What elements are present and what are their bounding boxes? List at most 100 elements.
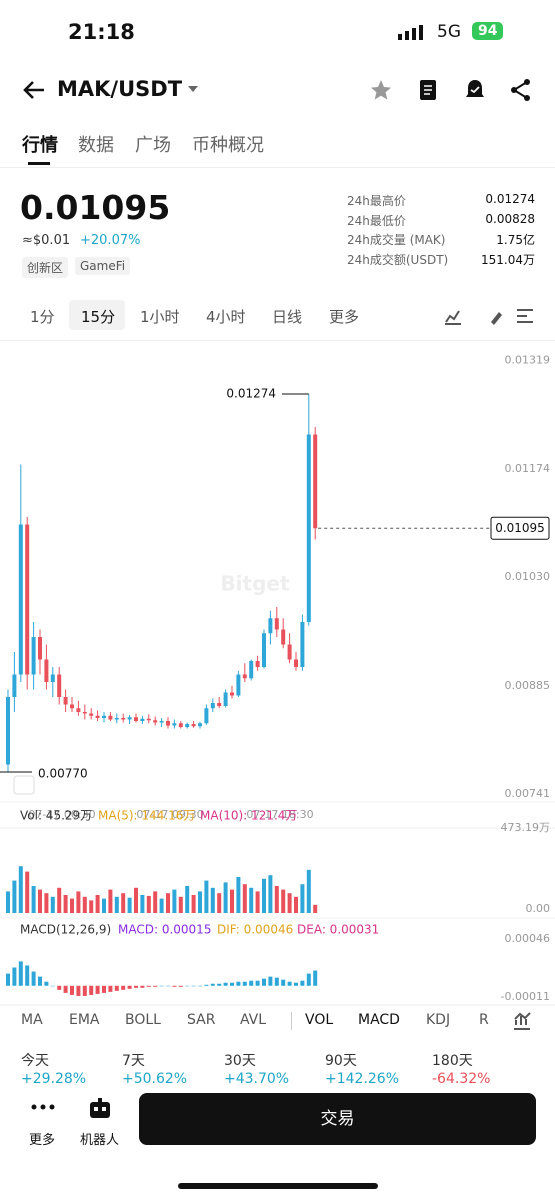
dropdown-icon[interactable] [187,85,199,93]
favorite-icon[interactable] [370,79,392,101]
macd-bar [306,973,311,986]
macd-bar [172,985,177,987]
tab[interactable]: 币种概况 [192,135,264,156]
x-tick-label: 07-17 09:30 [136,808,203,821]
macd-bar [178,985,183,987]
alert-icon[interactable] [463,78,487,102]
volume-bar [306,869,311,913]
robot-icon[interactable] [88,1098,112,1120]
battery: 94 [472,22,504,40]
volume-bar [6,891,10,913]
back-button[interactable] [22,78,46,102]
candle-body [12,674,17,697]
share-icon[interactable] [509,78,533,102]
macd-bar [166,985,170,987]
candle-body [294,659,298,667]
interval[interactable]: 更多 [329,308,360,326]
candle-body [63,697,68,705]
interval[interactable]: 4小时 [206,308,246,326]
macd-bar [185,985,190,987]
macd-legend: DIF: 0.00046 [217,923,293,937]
macd-bar [25,965,30,986]
volume-bar [287,893,292,913]
candle-body [230,692,234,696]
indicator-tab[interactable]: EMA [69,1012,100,1028]
volume-tick-label: 473.19万 [501,821,551,834]
more-icon[interactable] [31,1103,55,1111]
macd-bar [274,977,279,986]
stat-label: 24h最高价 [347,194,406,208]
x-tick-label: 07-17 00:30 [28,808,95,821]
network: 5G [437,22,461,42]
period: 90天 [325,1053,357,1069]
chart-tools[interactable] [443,306,543,326]
candle-body [255,661,260,667]
candle-body [262,633,266,667]
macd-bar [127,985,132,989]
period-change: -64.32% [432,1071,491,1087]
candle-body [18,524,23,675]
stat-label: 24h最低价 [347,213,406,228]
candle-body [31,637,36,675]
macd-bar [134,985,138,988]
volume-bar [38,889,42,913]
volume-bar [153,891,158,913]
tag[interactable]: GameFi [75,257,131,275]
macd-bar [70,985,74,995]
macd-bar [114,985,119,991]
interval[interactable]: 日线 [272,308,303,326]
candle-body [313,434,318,529]
tab[interactable]: 行情 [22,135,58,156]
candle-body [306,434,311,622]
interval-highlight [69,300,125,330]
macd-bar [146,985,151,987]
volume-bar [50,896,55,913]
macd-bar [191,985,196,987]
notes-icon[interactable] [417,78,439,102]
candle-body [127,717,132,720]
interval[interactable]: 1分 [30,308,55,326]
interval[interactable]: 15分 [81,308,116,326]
period-change: +43.70% [224,1071,290,1087]
indicator-tab[interactable]: AVL [240,1012,267,1028]
volume-bar [63,895,68,913]
tab[interactable]: 广场 [135,135,171,156]
tab[interactable]: 数据 [78,135,114,156]
candle-body [178,723,183,727]
macd-bar [50,985,55,987]
trade-button[interactable]: 交易 [139,1093,536,1145]
macd-bar [313,970,318,986]
indicator-tab[interactable]: MACD [358,1012,400,1028]
indicator-settings[interactable] [512,1011,532,1031]
candle-body [281,629,286,645]
indicator-tab[interactable]: SAR [187,1012,216,1028]
period: 30天 [224,1053,256,1069]
volume-bar [223,882,228,913]
stat-label: 24h成交量 (MAK) [347,233,446,247]
macd-bar [108,985,113,992]
macd-bar [38,976,42,986]
indicator-tab[interactable]: BOLL [125,1012,161,1028]
macd-bar [230,982,234,986]
candle-body [134,717,138,721]
robot-label[interactable]: 机器人 [80,1133,120,1148]
interval[interactable]: 1小时 [140,308,180,326]
indicator-tab[interactable]: MA [21,1012,43,1028]
candle-body [249,661,254,679]
candle-body [236,674,241,696]
volume-bar [242,884,247,913]
period: 180天 [432,1053,473,1069]
tag[interactable]: 创新区 [22,257,69,278]
indicator-tab[interactable]: R [479,1012,489,1028]
indicator-tab[interactable]: KDJ [426,1012,451,1028]
more-label[interactable]: 更多 [29,1133,56,1148]
pair-title[interactable]: MAK/USDT [57,77,183,101]
candle-body [95,715,100,718]
macd-legend: MACD(12,26,9) [20,923,111,937]
macd-bar [6,973,10,986]
macd-bar [249,980,254,986]
macd-bar [89,985,94,995]
period-change: +142.26% [325,1071,400,1087]
indicator-tab[interactable]: VOL [305,1012,334,1028]
